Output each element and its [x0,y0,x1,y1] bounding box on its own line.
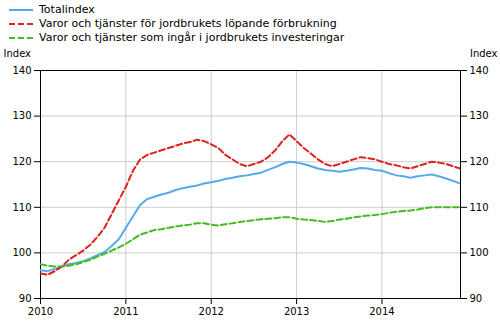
svg-text:100: 100 [470,247,489,258]
svg-text:130: 130 [470,110,489,121]
svg-text:130: 130 [12,110,31,121]
svg-text:Index: Index [470,48,498,59]
svg-text:110: 110 [470,202,489,213]
svg-text:Index: Index [4,48,32,59]
svg-text:100: 100 [12,247,31,258]
svg-text:120: 120 [470,156,489,167]
svg-text:2010: 2010 [28,306,53,317]
svg-text:110: 110 [12,202,31,213]
html-text:Varor och tjänster för jordbru: Varor och tjänster för jordbrukets löpan… [39,17,337,30]
svg-text:140: 140 [470,65,489,76]
svg-text:140: 140 [12,65,31,76]
svg-text:90: 90 [19,293,32,304]
svg-text:2012: 2012 [199,306,224,317]
svg-text:90: 90 [470,293,483,304]
svg-text:120: 120 [12,156,31,167]
svg-text:2011: 2011 [113,306,138,317]
svg-text:2013: 2013 [284,306,309,317]
svg-text:2014: 2014 [369,306,394,317]
html-text:Totalindex: Totalindex [39,3,95,16]
html-text:Varor och tjänster som ingår i: Varor och tjänster som ingår i jordbruke… [39,31,345,44]
